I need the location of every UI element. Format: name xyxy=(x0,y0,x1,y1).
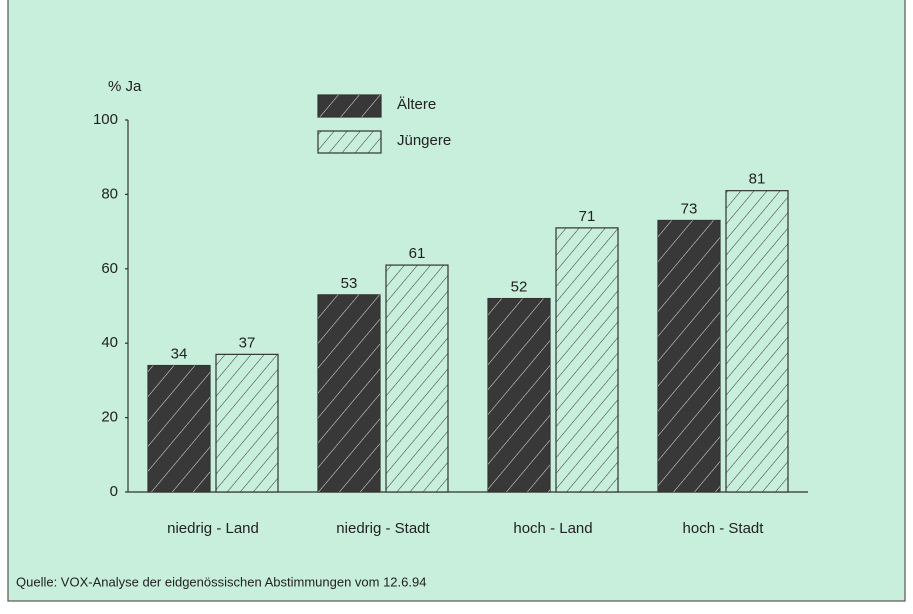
y-tick-label: 40 xyxy=(101,334,118,351)
bar-hatch xyxy=(216,354,278,492)
value-label: 81 xyxy=(749,171,766,188)
y-tick-label: 0 xyxy=(110,483,118,500)
bar-hatch xyxy=(556,227,618,492)
legend-hatch xyxy=(318,131,381,153)
value-label: 73 xyxy=(681,200,698,217)
y-axis-label: % Ja xyxy=(108,78,142,95)
y-tick-label: 20 xyxy=(101,409,118,426)
bar-hatch xyxy=(726,190,788,492)
bar-hatch xyxy=(148,365,210,492)
legend-label: Ältere xyxy=(397,96,436,113)
value-label: 34 xyxy=(171,345,188,362)
legend-hatch xyxy=(318,95,381,117)
value-label: 53 xyxy=(341,275,358,292)
value-label: 52 xyxy=(511,279,528,296)
x-tick-label: niedrig - Stadt xyxy=(336,520,430,537)
bar-hatch xyxy=(318,294,380,492)
y-tick-label: 100 xyxy=(93,111,118,128)
y-tick-label: 80 xyxy=(101,185,118,202)
value-label: 71 xyxy=(579,208,596,225)
bar-hatch xyxy=(488,298,550,492)
x-tick-label: hoch - Land xyxy=(513,520,592,537)
value-label: 37 xyxy=(239,334,256,351)
y-tick-label: 60 xyxy=(101,260,118,277)
value-label: 61 xyxy=(409,245,426,262)
x-tick-label: hoch - Stadt xyxy=(683,520,765,537)
legend-label: Jüngere xyxy=(397,132,451,149)
bar-hatch xyxy=(658,220,720,492)
bar-hatch xyxy=(386,265,448,492)
source-note: Quelle: VOX-Analyse der eidgenössischen … xyxy=(16,574,426,589)
x-tick-label: niedrig - Land xyxy=(167,520,259,537)
